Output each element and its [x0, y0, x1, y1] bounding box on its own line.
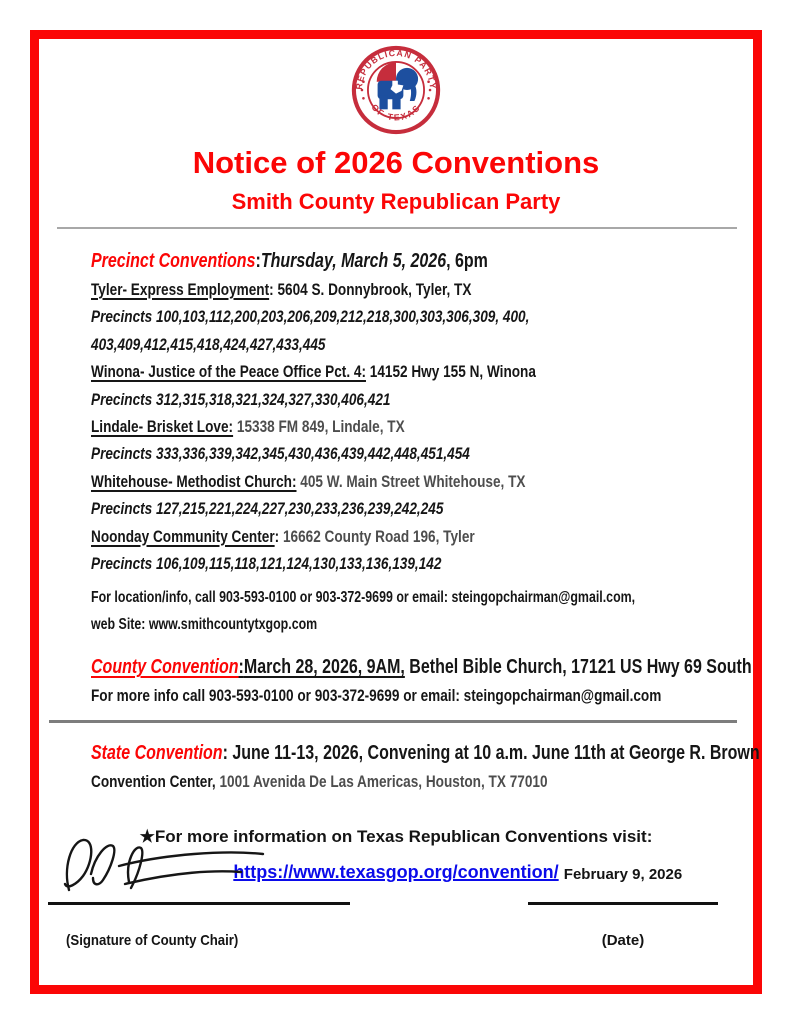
- county-heading-line: County Convention:March 28, 2026, 9AM, B…: [91, 656, 752, 679]
- precinct-heading-line: Precinct Conventions:Thursday, March 5, …: [91, 250, 488, 272]
- precinct-date: Thursday, March 5, 2026: [260, 250, 447, 272]
- party-logo: REPUBLICAN PARTY OF TEXAS: [39, 44, 753, 136]
- precinct-numbers: Precincts 127,215,221,224,227,230,233,23…: [91, 499, 444, 519]
- state-venue: Convention Center,: [91, 771, 216, 791]
- venue-address: 405 W. Main Street Whitehouse, TX: [300, 471, 526, 491]
- republican-party-of-texas-seal-icon: REPUBLICAN PARTY OF TEXAS: [351, 45, 441, 135]
- venue-line: Noonday Community Center: 16662 County R…: [91, 526, 475, 546]
- venue-name: Noonday Community Center: [91, 526, 275, 546]
- precinct-numbers: Precincts 100,103,112,200,203,206,209,21…: [91, 307, 530, 327]
- venue-line: Whitehouse- Methodist Church: 405 W. Mai…: [91, 468, 745, 495]
- precinct-numbers: 403,409,412,415,418,424,427,433,445: [91, 334, 326, 354]
- divider-top: [57, 227, 737, 229]
- star-icon: ★: [139, 827, 155, 847]
- county-info-line: For more info call 903-593-0100 or 903-3…: [91, 686, 662, 706]
- county-chair-signature: [63, 838, 265, 892]
- date-label: (Date): [601, 932, 645, 949]
- county-date: March 28, 2026, 9AM,: [243, 656, 405, 679]
- county-venue: Bethel Bible Church, 17121 US Hwy 69 Sou…: [404, 656, 752, 679]
- page-title: Notice of 2026 Conventions: [192, 145, 600, 180]
- precinct-heading: Precinct Conventions: [91, 250, 256, 272]
- page-subtitle: Smith County Republican Party: [231, 189, 561, 214]
- state-heading-line: State Convention: June 11-13, 2026, Conv…: [91, 741, 760, 764]
- venue-address: 15338 FM 849, Lindale, TX: [236, 417, 405, 437]
- state-date: June 11-13, 2026, Convening at 10 a.m. J…: [227, 741, 760, 764]
- county-heading: County Convention: [91, 656, 239, 679]
- state-heading: State Convention: [91, 741, 223, 764]
- venue-address: 16662 County Road 196, Tyler: [282, 526, 475, 546]
- convention-hyperlink[interactable]: https://www.texasgop.org/convention/: [233, 862, 559, 883]
- link-line: https://www.texasgop.org/convention/: [39, 857, 753, 887]
- precinct-time: , 6pm: [446, 250, 488, 272]
- precinct-contact-info: For location/info, call 903-593-0100 or …: [91, 585, 745, 638]
- precinct-conventions-section: Precinct Conventions:Thursday, March 5, …: [91, 246, 745, 638]
- red-border-frame: [30, 30, 762, 994]
- venue-name: Winona- Justice of the Peace Office Pct.…: [91, 362, 366, 382]
- venue-line: Tyler- Express Employment: 5604 S. Donny…: [91, 280, 472, 299]
- divider-bottom: [49, 719, 737, 723]
- venue-address: 14152 Hwy 155 N, Winona: [369, 362, 536, 382]
- state-address: 1001 Avenida De Las Americas, Houston, T…: [215, 771, 548, 791]
- venue-line: Lindale- Brisket Love: 15338 FM 849, Lin…: [91, 413, 745, 440]
- elephant-red-crest: [376, 62, 396, 82]
- date-line: [528, 902, 718, 905]
- texas-silhouette: [390, 80, 404, 94]
- precinct-numbers: Precincts 333,336,339,342,345,430,436,43…: [91, 444, 470, 464]
- signature-label: (Signature of County Chair): [66, 932, 239, 949]
- precinct-numbers: Precincts 312,315,318,321,324,327,330,40…: [91, 389, 391, 409]
- contact-line: web Site: www.smithcountytxgop.com: [91, 615, 318, 633]
- contact-line: For location/info, call 903-593-0100 or …: [91, 589, 636, 607]
- venue-address: 5604 S. Donnybrook, Tyler, TX: [277, 280, 472, 299]
- venue-line: Winona- Justice of the Peace Office Pct.…: [91, 358, 745, 385]
- more-info-line: ★For more information on Texas Republica…: [139, 827, 653, 847]
- county-convention-section: County Convention:March 28, 2026, 9AM, B…: [91, 652, 752, 709]
- state-venue-line: Convention Center, 1001 Avenida De Las A…: [91, 768, 745, 795]
- state-convention-section: State Convention: June 11-13, 2026, Conv…: [91, 738, 760, 795]
- venue-name: Whitehouse- Methodist Church:: [91, 471, 297, 491]
- venue-name: Lindale- Brisket Love:: [91, 417, 234, 437]
- date-value: February 9, 2026: [563, 866, 683, 883]
- venue-name: Tyler- Express Employment: [91, 280, 270, 299]
- signature-line: [48, 902, 350, 905]
- document-content: REPUBLICAN PARTY OF TEXAS: [39, 39, 760, 887]
- precinct-numbers: Precincts 106,109,115,118,121,124,130,13…: [91, 554, 442, 574]
